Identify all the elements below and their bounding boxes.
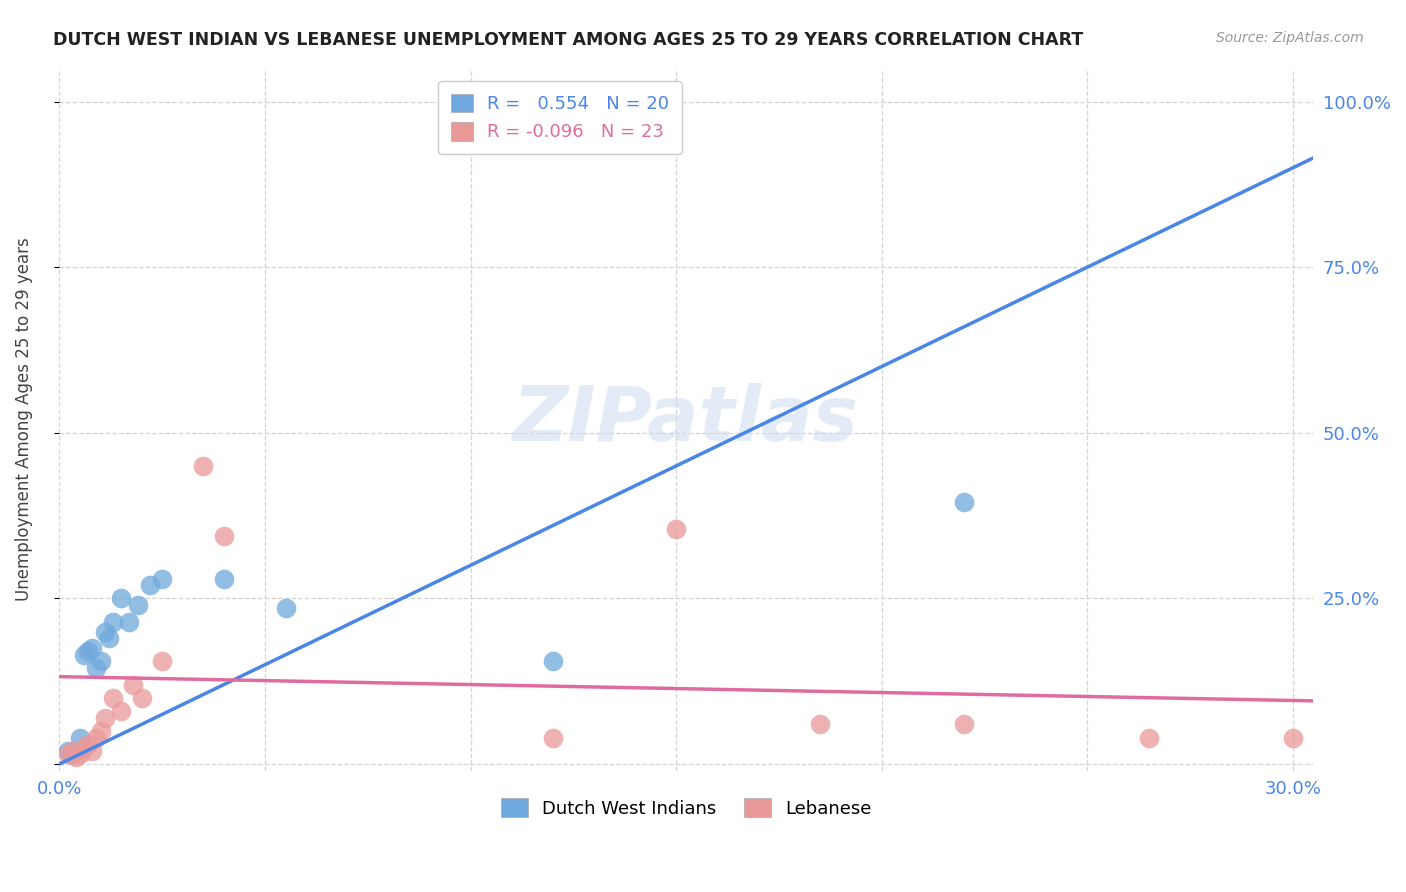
Point — [212, 528, 235, 542]
Point — [93, 624, 115, 639]
Point — [56, 747, 79, 761]
Point — [77, 737, 100, 751]
Point — [97, 631, 120, 645]
Point — [65, 750, 87, 764]
Point — [60, 747, 83, 761]
Point — [86, 731, 108, 745]
Point — [541, 731, 564, 745]
Point — [82, 641, 104, 656]
Point — [110, 704, 132, 718]
Point — [69, 747, 91, 761]
Point — [93, 711, 115, 725]
Point — [77, 644, 100, 658]
Point — [89, 654, 111, 668]
Point — [101, 690, 124, 705]
Point — [150, 654, 173, 668]
Point — [665, 522, 688, 536]
Point — [101, 615, 124, 629]
Point — [86, 661, 108, 675]
Point — [118, 615, 141, 629]
Point — [82, 744, 104, 758]
Point — [953, 717, 976, 731]
Point — [56, 744, 79, 758]
Y-axis label: Unemployment Among Ages 25 to 29 years: Unemployment Among Ages 25 to 29 years — [15, 238, 32, 601]
Point — [193, 458, 215, 473]
Point — [1281, 731, 1303, 745]
Point — [131, 690, 153, 705]
Text: ZIPatlas: ZIPatlas — [513, 383, 859, 457]
Point — [212, 572, 235, 586]
Point — [808, 717, 831, 731]
Legend: Dutch West Indians, Lebanese: Dutch West Indians, Lebanese — [494, 791, 879, 825]
Point — [541, 654, 564, 668]
Point — [60, 744, 83, 758]
Point — [110, 591, 132, 606]
Point — [73, 648, 96, 662]
Point — [1137, 731, 1160, 745]
Point — [953, 495, 976, 509]
Text: Source: ZipAtlas.com: Source: ZipAtlas.com — [1216, 31, 1364, 45]
Point — [127, 598, 149, 612]
Text: DUTCH WEST INDIAN VS LEBANESE UNEMPLOYMENT AMONG AGES 25 TO 29 YEARS CORRELATION: DUTCH WEST INDIAN VS LEBANESE UNEMPLOYME… — [53, 31, 1084, 49]
Point — [274, 601, 297, 615]
Point — [89, 723, 111, 738]
Point — [73, 740, 96, 755]
Point — [122, 677, 145, 691]
Point — [139, 578, 162, 592]
Point — [69, 731, 91, 745]
Point — [150, 572, 173, 586]
